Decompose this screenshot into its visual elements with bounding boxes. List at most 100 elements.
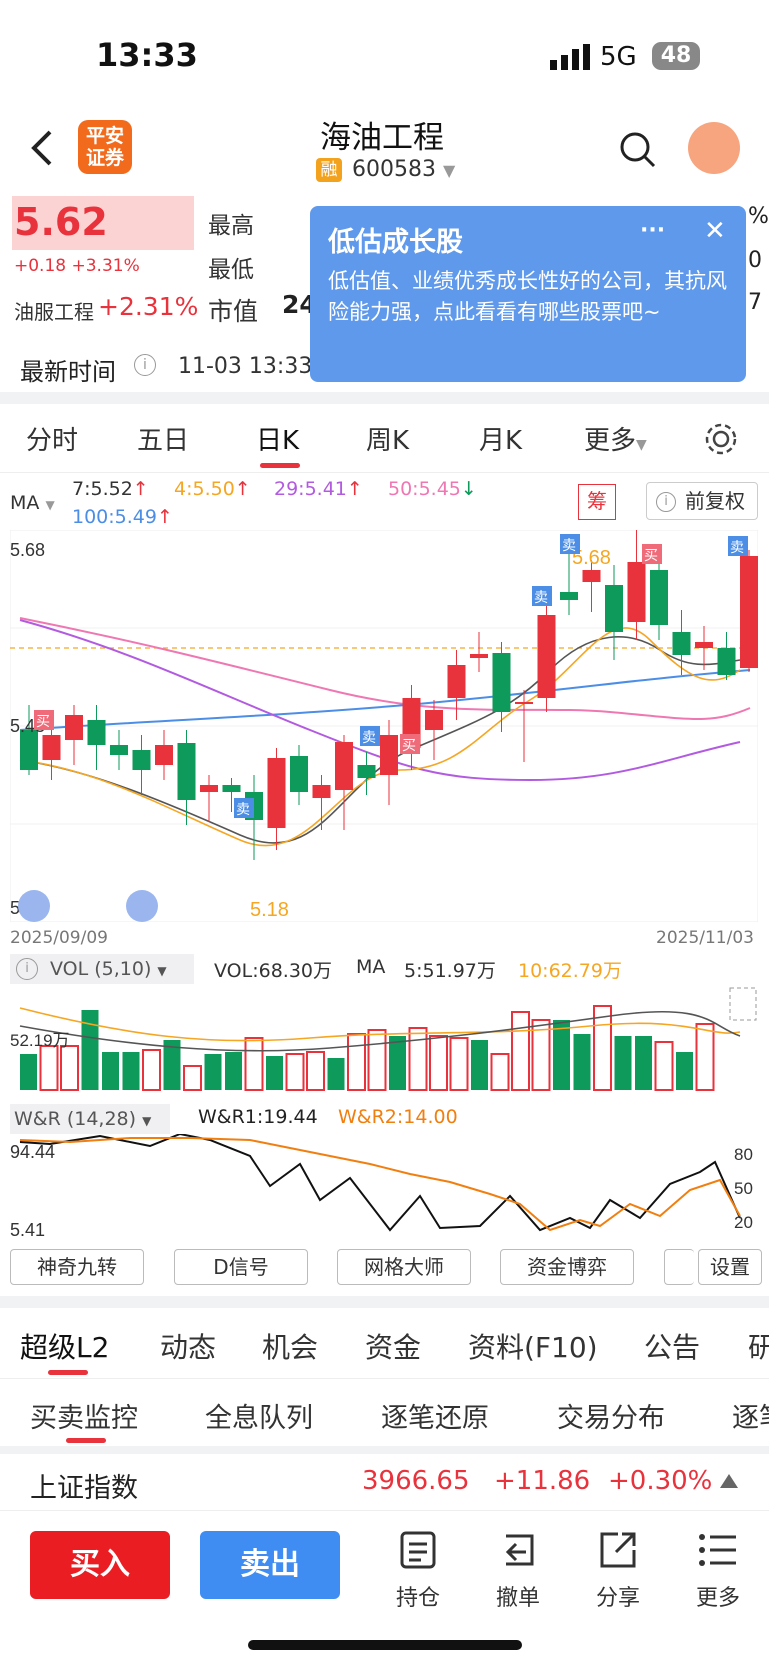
candle [492, 653, 511, 712]
volume-bar [573, 1034, 591, 1090]
volume-bar [347, 1033, 366, 1091]
volume-chart[interactable]: 52.19万 [10, 986, 758, 1092]
volume-bar [389, 1036, 406, 1090]
ma100-line [19, 669, 751, 731]
buy-signal-tag [400, 734, 420, 754]
candle [560, 592, 578, 600]
date-end: 2025/11/03 [656, 928, 754, 948]
tab-wuri[interactable]: 五日 [137, 426, 190, 456]
tool-settings[interactable]: 设置 [698, 1249, 762, 1285]
cancel-order-icon[interactable] [498, 1530, 538, 1570]
volume-bar [327, 1058, 345, 1090]
wr2-value: W&R2:14.00 [338, 1106, 458, 1128]
promo-popup[interactable]: 低估成长股 ··· ✕ 低估值、业绩优秀成长性好的公司，其抗风险能力强，点此看看… [310, 206, 746, 382]
tab-yanbao[interactable]: 研 [748, 1331, 769, 1364]
share-icon[interactable] [598, 1530, 638, 1570]
tab-more[interactable]: 更多▼ [584, 426, 647, 456]
network-label: 5G [600, 42, 637, 72]
ma-selector[interactable]: MA ▼ [10, 492, 55, 514]
ma7-value: 7:5.52↑ [72, 478, 149, 500]
menu-icon[interactable] [698, 1532, 738, 1568]
subtab-monitor[interactable]: 买卖监控 [30, 1403, 138, 1434]
high-mark: 5.68 [572, 547, 611, 569]
search-icon[interactable] [618, 130, 658, 170]
adjust-button[interactable]: 前复权 [646, 482, 758, 520]
vol-ma10: 10:62.79万 [518, 960, 622, 982]
tab-gonggao[interactable]: 公告 [644, 1331, 701, 1364]
buy-button[interactable]: 买入 [30, 1531, 170, 1599]
candle [717, 648, 736, 675]
wr1-value: W&R1:19.44 [198, 1106, 318, 1128]
subtab-distribution[interactable]: 交易分布 [557, 1403, 665, 1434]
candle [650, 570, 668, 625]
expand-up-icon[interactable] [720, 1474, 738, 1488]
tool-grid[interactable]: 网格大师 [337, 1249, 471, 1285]
candle [20, 730, 38, 770]
battery-icon: 48 [652, 42, 700, 70]
wr-tick-80: 80 [734, 1145, 753, 1164]
tab-f10[interactable]: 资料(F10) [468, 1331, 598, 1364]
position-label[interactable]: 持仓 [395, 1586, 440, 1611]
tool-partial[interactable] [664, 1249, 694, 1285]
tool-jiuzhuan[interactable]: 神奇九转 [10, 1249, 144, 1285]
expand-left-icon [18, 890, 50, 922]
wr-chart[interactable]: 94.44 5.41 80 50 20 [10, 1134, 758, 1238]
broker-logo: 平安证券 [78, 120, 132, 174]
tab-yuek[interactable]: 月K [479, 426, 523, 456]
subtab-queue[interactable]: 全息队列 [205, 1403, 313, 1434]
avatar[interactable] [688, 122, 740, 174]
back-icon[interactable] [28, 128, 54, 168]
volume-bar [183, 1065, 202, 1091]
candle [335, 742, 353, 790]
divider [0, 392, 769, 404]
candle [357, 765, 376, 778]
candle [132, 750, 151, 770]
settings-gear-icon[interactable] [704, 422, 738, 456]
volume-bar [81, 1010, 99, 1090]
home-indicator [248, 1640, 522, 1650]
tab-zijin[interactable]: 资金 [365, 1331, 422, 1364]
candle [605, 585, 623, 632]
ma4-value: 4:5.50↑ [174, 478, 251, 500]
tool-fund[interactable]: 资金博弈 [500, 1249, 634, 1285]
tool-dsignal[interactable]: D信号 [174, 1249, 308, 1285]
wr-tick-20: 20 [734, 1213, 753, 1232]
svg-text:卖: 卖 [362, 730, 376, 746]
candle [42, 735, 61, 760]
candlestick-chart[interactable]: 5.68 5.43 5.17 5.68 5.18 买 卖 卖 买 卖 卖 买 卖 [10, 530, 758, 922]
position-icon[interactable] [398, 1530, 438, 1570]
popup-text: 低估值、业绩优秀成长性好的公司，其抗风险能力强，点此看看有哪些股票吧~ [328, 269, 727, 324]
popup-title: 低估成长股 [328, 227, 463, 258]
candle [740, 556, 758, 668]
tab-zhouk[interactable]: 周K [366, 426, 410, 456]
wr-selector[interactable]: W&R (14,28) ▼ [10, 1104, 170, 1134]
candle [425, 710, 443, 730]
candle [582, 570, 601, 582]
subtab-underline [66, 1438, 106, 1443]
subtab-zhubi[interactable]: 逐笔 [732, 1403, 769, 1434]
cancel-order-label[interactable]: 撤单 [495, 1586, 540, 1611]
index-name[interactable]: 上证指数 [30, 1473, 138, 1504]
tab-underline [260, 463, 300, 468]
volume-bar [225, 1052, 242, 1090]
close-icon[interactable]: ✕ [704, 216, 726, 246]
share-label[interactable]: 分享 [595, 1586, 640, 1611]
chip-distribution-button[interactable]: 筹 [578, 484, 616, 520]
info-icon[interactable]: i [134, 354, 156, 376]
tab-rik[interactable]: 日K [256, 426, 300, 456]
vol-selector[interactable]: VOL (5,10) ▼ [10, 954, 194, 984]
index-pct: +0.30% [608, 1466, 713, 1496]
ma4-line [19, 627, 741, 847]
divider [0, 1296, 769, 1308]
tab-super-l2[interactable]: 超级L2 [20, 1331, 110, 1364]
more-label[interactable]: 更多 [695, 1586, 740, 1611]
volume-bar [306, 1051, 325, 1091]
subtab-tick[interactable]: 逐笔还原 [381, 1403, 489, 1434]
sector-name[interactable]: 油服工程 [14, 300, 94, 324]
sell-button[interactable]: 卖出 [200, 1531, 340, 1599]
tab-dongtai[interactable]: 动态 [160, 1331, 217, 1364]
more-icon[interactable]: ··· [640, 218, 666, 243]
tab-fenshi[interactable]: 分时 [26, 426, 79, 456]
stock-code[interactable]: 600583 ▼ [352, 157, 456, 182]
tab-jihui[interactable]: 机会 [262, 1331, 319, 1364]
